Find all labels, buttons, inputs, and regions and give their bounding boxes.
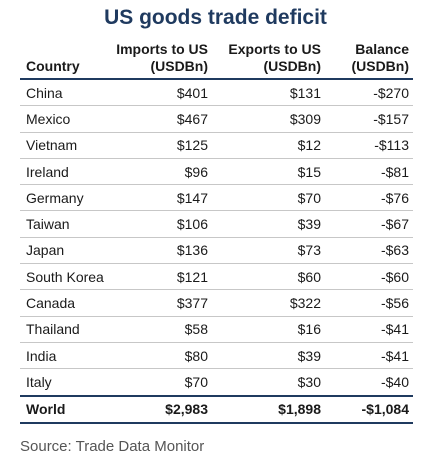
column-header-unit: (USDBn) — [351, 58, 409, 74]
source-note: Source: Trade Data Monitor — [20, 438, 205, 455]
total-balance-cell: -$1,084 — [325, 394, 413, 424]
exports-cell: $70 — [212, 184, 325, 212]
column-header-line: Exports to US — [228, 41, 321, 57]
imports-cell: $106 — [110, 210, 212, 238]
country-cell: Japan — [20, 237, 110, 265]
exports-cell: $322 — [212, 289, 325, 317]
table-row: Taiwan $106 $39 -$67 — [20, 210, 413, 238]
imports-cell: $121 — [110, 263, 212, 291]
country-cell: China — [20, 79, 110, 107]
total-imports-cell: $2,983 — [110, 394, 212, 424]
country-cell: Taiwan — [20, 210, 110, 238]
imports-cell: $80 — [110, 342, 212, 370]
column-header-line: Country — [26, 58, 80, 74]
imports-cell: $125 — [110, 132, 212, 159]
imports-cell: $467 — [110, 105, 212, 133]
imports-cell: $401 — [110, 79, 212, 107]
balance-cell: -$41 — [325, 342, 413, 370]
table-row: India $80 $39 -$41 — [20, 342, 413, 370]
total-country-cell: World — [20, 394, 110, 424]
imports-cell: $70 — [110, 368, 212, 397]
column-header-imports: Imports to US (USDBn) — [110, 38, 212, 80]
column-header-country: Country — [20, 38, 110, 80]
exports-cell: $16 — [212, 316, 325, 343]
imports-cell: $96 — [110, 158, 212, 186]
table-row: Canada $377 $322 -$56 — [20, 289, 413, 317]
balance-cell: -$113 — [325, 132, 413, 159]
country-cell: Vietnam — [20, 132, 110, 159]
table-row: Vietnam $125 $12 -$113 — [20, 132, 413, 159]
exports-cell: $131 — [212, 79, 325, 107]
imports-cell: $147 — [110, 184, 212, 212]
balance-cell: -$60 — [325, 263, 413, 291]
table-row: Ireland $96 $15 -$81 — [20, 158, 413, 186]
table-row: Germany $147 $70 -$76 — [20, 184, 413, 212]
balance-cell: -$41 — [325, 316, 413, 343]
balance-cell: -$56 — [325, 289, 413, 317]
column-header-line: Balance — [355, 41, 409, 57]
country-cell: South Korea — [20, 263, 110, 291]
exports-cell: $12 — [212, 132, 325, 159]
column-header-line: Imports to US — [116, 41, 208, 57]
exports-cell: $39 — [212, 210, 325, 238]
balance-cell: -$270 — [325, 79, 413, 107]
balance-cell: -$40 — [325, 368, 413, 397]
exports-cell: $39 — [212, 342, 325, 370]
table-row: Thailand $58 $16 -$41 — [20, 316, 413, 343]
table-title: US goods trade deficit — [104, 6, 327, 29]
trade-deficit-table: Country Imports to US (USDBn) Exports to… — [20, 38, 413, 424]
total-row: World $2,983 $1,898 -$1,084 — [20, 394, 413, 424]
column-header-exports: Exports to US (USDBn) — [212, 38, 325, 80]
table-row: Mexico $467 $309 -$157 — [20, 105, 413, 133]
column-header-balance: Balance (USDBn) — [325, 38, 413, 80]
balance-cell: -$63 — [325, 237, 413, 265]
country-cell: Canada — [20, 289, 110, 317]
table-row: China $401 $131 -$270 — [20, 79, 413, 107]
exports-cell: $30 — [212, 368, 325, 397]
balance-cell: -$157 — [325, 105, 413, 133]
table-row: Japan $136 $73 -$63 — [20, 237, 413, 265]
total-exports-cell: $1,898 — [212, 394, 325, 424]
country-cell: Ireland — [20, 158, 110, 186]
imports-cell: $136 — [110, 237, 212, 265]
balance-cell: -$76 — [325, 184, 413, 212]
balance-cell: -$67 — [325, 210, 413, 238]
country-cell: Germany — [20, 184, 110, 212]
header-row: Country Imports to US (USDBn) Exports to… — [20, 38, 413, 80]
column-header-unit: (USDBn) — [150, 58, 208, 74]
imports-cell: $377 — [110, 289, 212, 317]
imports-cell: $58 — [110, 316, 212, 343]
country-cell: Thailand — [20, 316, 110, 343]
exports-cell: $73 — [212, 237, 325, 265]
exports-cell: $60 — [212, 263, 325, 291]
balance-cell: -$81 — [325, 158, 413, 186]
table-row: South Korea $121 $60 -$60 — [20, 263, 413, 291]
country-cell: India — [20, 342, 110, 370]
column-header-unit: (USDBn) — [263, 58, 321, 74]
table-row: Italy $70 $30 -$40 — [20, 368, 413, 397]
exports-cell: $15 — [212, 158, 325, 186]
exports-cell: $309 — [212, 105, 325, 133]
country-cell: Mexico — [20, 105, 110, 133]
country-cell: Italy — [20, 368, 110, 397]
